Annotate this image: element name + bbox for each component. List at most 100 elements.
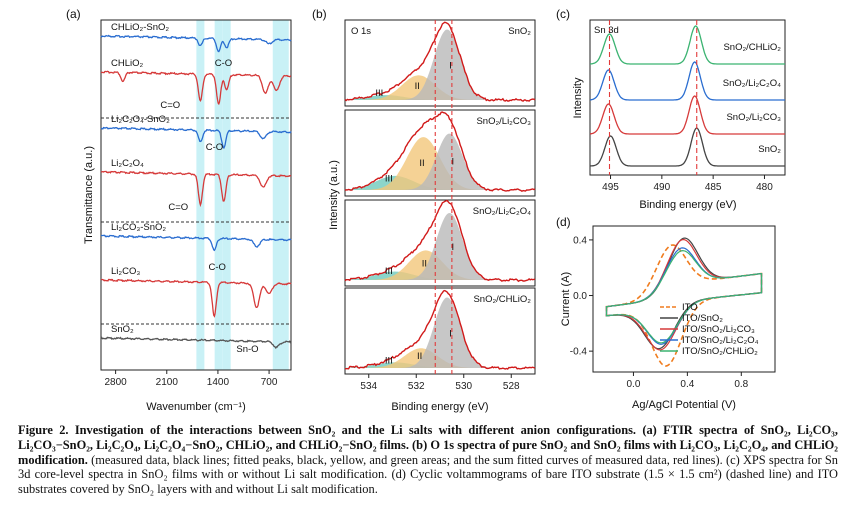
y-tick-label: -0.4 [570, 347, 588, 358]
panel-c: (c) SnO₂/CHLiO₂ SnO₂/Li₂C₂O₄ SnO₂/Li₂CO₃ Sn… [556, 7, 786, 211]
peak-label: I [449, 328, 452, 339]
fingerprint-band [196, 20, 205, 370]
sum-fit-curve [344, 199, 536, 283]
panel-b-ylabel: Intensity (a.u.) [328, 160, 340, 230]
panel-a: (a) CHLiO₂-SnO₂ CHLiO₂ Li₂C₂O₄-SnO₂ Li₂C₂O₄… [66, 7, 292, 413]
fingerprint-band [272, 20, 289, 370]
legend-label: ITO/SnO₂/CHLiO₂ [682, 346, 758, 357]
x-tick-label: 700 [261, 377, 278, 388]
ftir-series-label: SnO₂ [111, 324, 134, 335]
band-annotation: Sn-O [236, 344, 258, 355]
panel-b-label: (b) [312, 7, 327, 21]
peak-label: III [385, 266, 393, 277]
o1s-subplot-frame [344, 19, 536, 107]
x-tick-label: 495 [602, 182, 619, 193]
peak-label: III [385, 355, 393, 366]
x-tick-label: 480 [756, 182, 773, 193]
x-tick-label: 2800 [104, 377, 127, 388]
o1s-subplot-label: SnO₂/CHLiO₂ [473, 294, 531, 305]
panel-b-xlabel: Binding energy (eV) [391, 401, 488, 413]
panel-d: (d) 0.0 0.4 0.80.40.0-0.4ITOITO/SnO₂ITO/Sn… [556, 215, 776, 411]
x-tick-label: 485 [705, 182, 722, 193]
caption-lead: Figure 2. Investigation of the interacti… [18, 423, 838, 467]
panel-c-frame [589, 19, 786, 176]
sum-fit-curve [344, 21, 536, 102]
sn3d-series-label: SnO₂ [758, 144, 781, 155]
x-tick-label: 528 [503, 381, 520, 392]
band-annotation: C=O [160, 100, 180, 111]
legend-label: ITO/SnO₂/Li₂CO₃ [682, 324, 755, 335]
panel-c-ylabel: Intensity [572, 77, 584, 118]
y-tick-label: 0.0 [573, 291, 587, 302]
o1s-subplot-frame [344, 109, 536, 197]
ftir-series-label: CHLiO₂ [111, 58, 144, 69]
x-tick-label: 490 [653, 182, 670, 193]
band-annotation: C-O [215, 58, 232, 69]
fitted-peak-I [345, 213, 535, 280]
sum-fit-curve [345, 289, 536, 370]
ftir-curve [100, 34, 292, 53]
ftir-curve [100, 278, 292, 318]
sn3d-series-label: SnO₂/CHLiO₂ [723, 42, 781, 53]
panel-b-title: O 1s [351, 26, 371, 37]
sn3d-curve [590, 25, 785, 65]
panel-a-frame [100, 19, 292, 371]
band-annotation: C-O [206, 142, 223, 153]
x-tick-label: 0.4 [680, 379, 694, 390]
x-tick-label: 534 [360, 381, 377, 392]
ftir-series-label: Li₂C₂O₄ [111, 158, 144, 169]
caption-body: (measured data, black lines; fitted peak… [18, 452, 838, 497]
o1s-subplot-frame [344, 287, 536, 375]
legend-label: ITO [682, 302, 698, 313]
peak-label: II [417, 351, 422, 362]
x-tick-label: 0.8 [734, 379, 748, 390]
legend-label: ITO/SnO₂ [682, 313, 723, 324]
figure-caption: Figure 2. Investigation of the interacti… [18, 423, 838, 497]
panel-d-label: (d) [556, 215, 571, 229]
legend-label: ITO/SnO₂/Li₂C₂O₄ [682, 335, 759, 346]
sum-fit-curve [344, 111, 536, 193]
panel-c-title: Sn 3d [594, 25, 619, 36]
fingerprint-band [214, 20, 223, 370]
fitted-peak-I [345, 297, 535, 368]
x-tick-label: 530 [455, 381, 472, 392]
panel-c-xlabel: Binding energy (eV) [639, 199, 736, 211]
o1s-subplot-label: SnO₂/Li₂C₂O₄ [473, 206, 531, 217]
o1s-subplot-frame [344, 199, 536, 287]
ftir-curve [100, 170, 292, 208]
sn3d-series-label: SnO₂/Li₂CO₃ [726, 112, 781, 123]
cv-curve [605, 244, 763, 367]
panel-a-ylabel: Transmittance (a.u.) [83, 146, 95, 244]
x-tick-label: 532 [408, 381, 425, 392]
panel-d-frame [592, 225, 776, 373]
band-annotation: C-O [208, 262, 225, 273]
ftir-series-label: Li₂CO₃-SnO₂ [111, 222, 166, 233]
band-annotation: C=O [168, 202, 188, 213]
panel-a-label: (a) [66, 7, 81, 21]
peak-label: I [452, 157, 455, 168]
ftir-curve [100, 126, 292, 150]
o1s-subplot-label: SnO₂/Li₂CO₃ [476, 116, 531, 127]
x-tick-label: 1400 [207, 377, 230, 388]
peak-label: II [419, 158, 424, 169]
peak-label: II [422, 259, 427, 270]
x-tick-label: 0.0 [626, 379, 640, 390]
ftir-curve [101, 234, 292, 252]
peak-label: II [415, 81, 420, 92]
sn3d-curve [589, 61, 785, 101]
panel-c-label: (c) [556, 7, 570, 21]
peak-label: III [385, 174, 393, 185]
ftir-series-label: Li₂C₂O₄-SnO₂ [111, 114, 170, 125]
peak-label: I [449, 60, 452, 71]
fingerprint-band [222, 20, 231, 370]
ftir-curve [100, 70, 291, 106]
fitted-peak-I [345, 133, 535, 190]
fitted-peak-II [345, 75, 535, 100]
panel-d-xlabel: Ag/AgCl Potential (V) [632, 399, 736, 411]
cv-curve [605, 249, 763, 344]
sn3d-curve [589, 95, 785, 135]
fitted-peak-I [345, 29, 535, 100]
panel-d-ylabel: Current (A) [560, 272, 572, 326]
x-tick-label: 2100 [156, 377, 179, 388]
sn3d-series-label: SnO₂/Li₂C₂O₄ [723, 78, 781, 89]
